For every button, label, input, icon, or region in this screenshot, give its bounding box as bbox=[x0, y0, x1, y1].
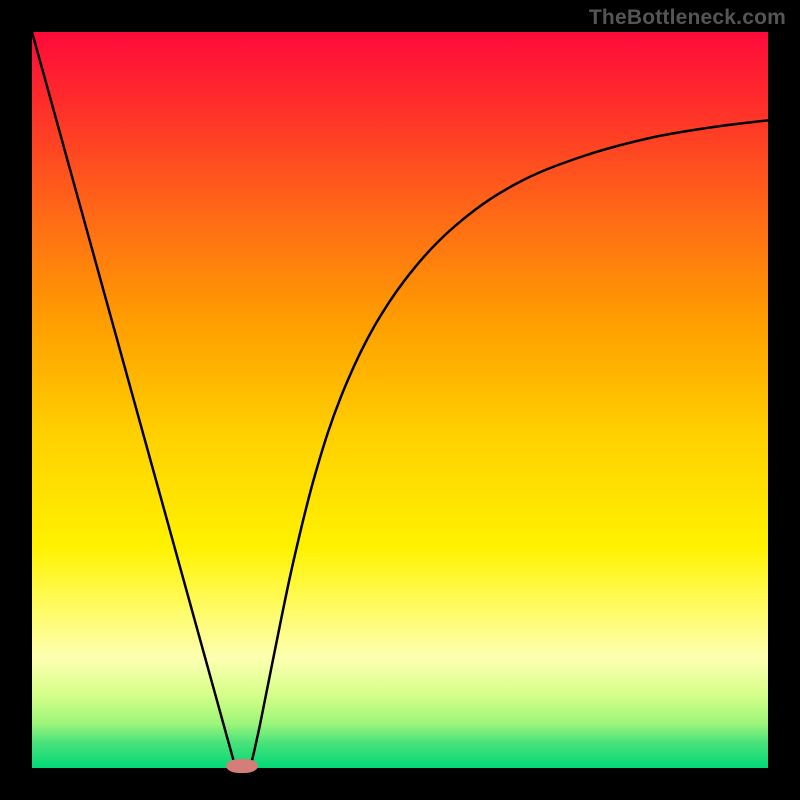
plot-area bbox=[32, 32, 768, 768]
curve-left-branch bbox=[32, 32, 234, 764]
curve-right-branch bbox=[251, 120, 768, 763]
bottleneck-curve bbox=[32, 32, 768, 768]
chart-frame: TheBottleneck.com bbox=[0, 0, 800, 800]
watermark-text: TheBottleneck.com bbox=[589, 6, 786, 30]
optimum-marker bbox=[226, 759, 258, 773]
